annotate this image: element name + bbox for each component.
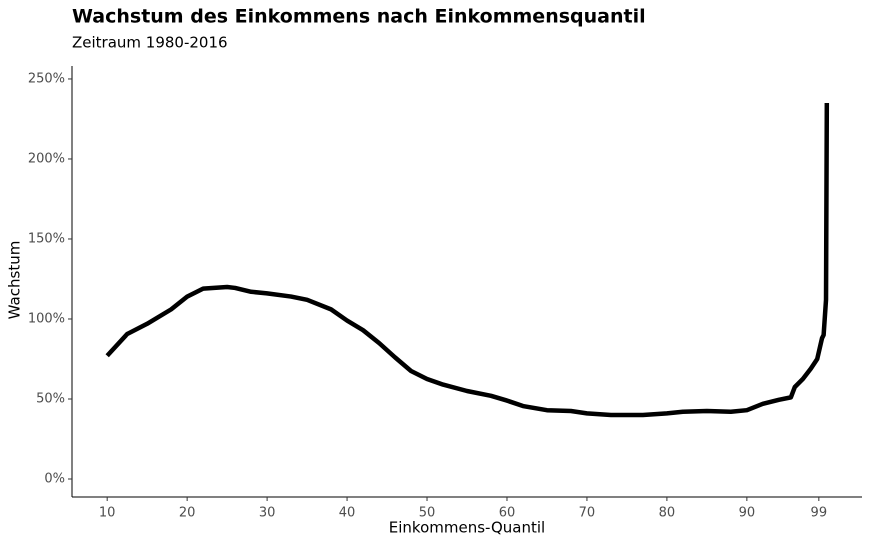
x-tick-label: 10 bbox=[99, 506, 116, 521]
y-tick-label: 0% bbox=[44, 471, 65, 486]
chart-subtitle: Zeitraum 1980-2016 bbox=[72, 34, 228, 52]
chart-title: Wachstum des Einkommens nach Einkommensq… bbox=[72, 6, 646, 28]
x-tick-label: 40 bbox=[339, 506, 356, 521]
x-tick-label: 60 bbox=[499, 506, 516, 521]
y-tick-label: 50% bbox=[36, 391, 65, 406]
y-tick-label: 100% bbox=[28, 311, 65, 326]
x-tick-label: 20 bbox=[179, 506, 196, 521]
y-tick-label: 250% bbox=[28, 71, 65, 86]
x-axis-label: Einkommens-Quantil bbox=[389, 519, 545, 537]
x-tick-label: 70 bbox=[579, 506, 596, 521]
y-axis-label: Wachstum bbox=[6, 241, 24, 320]
x-tick-label: 90 bbox=[739, 506, 756, 521]
x-tick-label: 30 bbox=[259, 506, 276, 521]
x-tick-label: 99 bbox=[811, 506, 828, 521]
x-tick-label: 50 bbox=[419, 506, 436, 521]
y-tick-label: 200% bbox=[28, 151, 65, 166]
y-tick-label: 150% bbox=[28, 231, 65, 246]
line bbox=[105, 102, 830, 418]
x-tick-label: 80 bbox=[659, 506, 676, 521]
